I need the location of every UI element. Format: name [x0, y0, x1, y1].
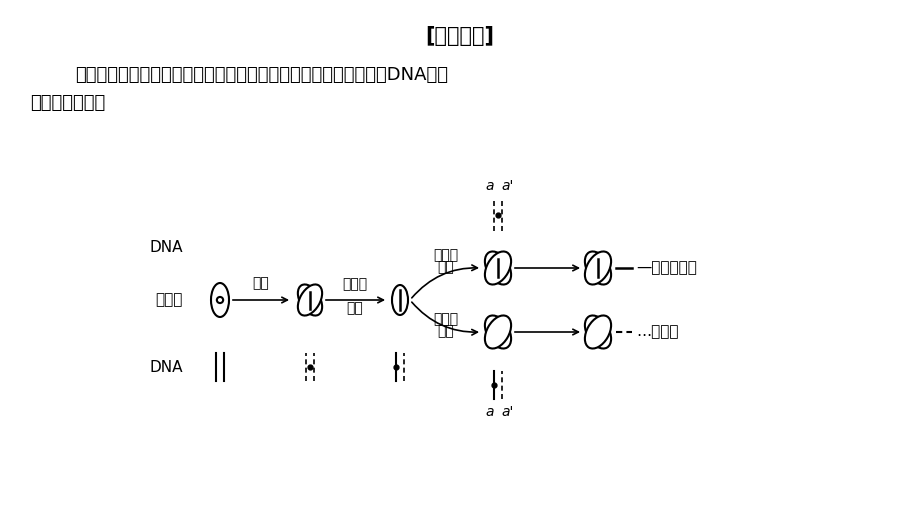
Ellipse shape — [584, 251, 610, 284]
Ellipse shape — [298, 284, 322, 315]
Text: a: a — [485, 405, 494, 419]
Ellipse shape — [584, 315, 610, 349]
Ellipse shape — [484, 251, 511, 284]
Text: 第一次: 第一次 — [342, 277, 368, 291]
Ellipse shape — [217, 297, 223, 303]
Text: 解答此类问题的关键是构建细胞分裂过程模型图，并完成染色体与DNA的转: 解答此类问题的关键是构建细胞分裂过程模型图，并完成染色体与DNA的转 — [75, 66, 448, 84]
Text: 分裂: 分裂 — [437, 324, 454, 338]
Text: a: a — [485, 179, 494, 193]
Text: 分裂: 分裂 — [437, 260, 454, 274]
Ellipse shape — [584, 315, 610, 349]
Ellipse shape — [484, 315, 511, 349]
Text: a': a' — [501, 405, 514, 419]
Text: 第二次: 第二次 — [433, 312, 458, 326]
Text: DNA: DNA — [149, 240, 183, 255]
Text: [技法指导]: [技法指导] — [425, 26, 494, 46]
Ellipse shape — [484, 315, 511, 349]
Ellipse shape — [298, 284, 322, 315]
Text: 分裂: 分裂 — [346, 301, 363, 315]
Text: 据。具体如下：: 据。具体如下： — [30, 94, 105, 112]
Text: 染色体: 染色体 — [155, 293, 183, 308]
Ellipse shape — [584, 251, 610, 284]
Ellipse shape — [391, 285, 407, 315]
Ellipse shape — [210, 283, 229, 317]
Ellipse shape — [484, 251, 511, 284]
Text: 复制: 复制 — [253, 276, 269, 290]
Text: a': a' — [501, 179, 514, 193]
Text: 第二次: 第二次 — [433, 248, 458, 262]
Text: DNA: DNA — [149, 359, 183, 375]
Text: …未标记: …未标记 — [635, 324, 678, 339]
Text: —同位素标记: —同位素标记 — [635, 261, 696, 276]
